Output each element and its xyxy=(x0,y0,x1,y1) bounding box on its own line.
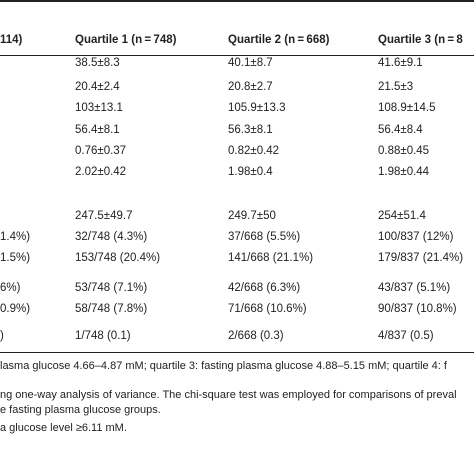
cell: 0.9%) xyxy=(0,303,31,315)
cell: 1.98±0.4 xyxy=(228,166,273,178)
cell: 247.5±49.7 xyxy=(75,210,133,222)
cell: 4/837 (0.5) xyxy=(378,330,434,342)
footnote: lasma glucose 4.66–4.87 mM; quartile 3: … xyxy=(0,360,447,372)
cell: 103±13.1 xyxy=(75,102,123,114)
cell: 105.9±13.3 xyxy=(228,102,286,114)
cell: 53/748 (7.1%) xyxy=(75,282,148,294)
cell: 249.7±50 xyxy=(228,210,276,222)
cell: 1.4%) xyxy=(0,231,31,243)
cell: 179/837 (21.4%) xyxy=(378,252,464,264)
header-cell: 114) xyxy=(0,34,23,46)
cell: 56.4±8.4 xyxy=(378,124,423,136)
cell: 100/837 (12%) xyxy=(378,231,454,243)
cell: 71/668 (10.6%) xyxy=(228,303,307,315)
cell: 20.8±2.7 xyxy=(228,81,273,93)
header-cell: Quartile 3 (n = 8 xyxy=(378,34,463,46)
cell: ) xyxy=(0,330,4,342)
cell: 1.98±0.44 xyxy=(378,166,430,178)
bottom-rule xyxy=(0,352,474,353)
cell: 40.1±8.7 xyxy=(228,57,273,69)
cell: 0.76±0.37 xyxy=(75,145,127,157)
cell: 32/748 (4.3%) xyxy=(75,231,148,243)
cell: 42/668 (6.3%) xyxy=(228,282,301,294)
header-rule xyxy=(0,55,474,56)
cell: 6%) xyxy=(0,282,21,294)
cell: 0.82±0.42 xyxy=(228,145,280,157)
cell: 1.5%) xyxy=(0,252,31,264)
header-cell: Quartile 1 (n = 748) xyxy=(75,34,177,46)
cell: 108.9±14.5 xyxy=(378,102,436,114)
cell: 0.88±0.45 xyxy=(378,145,430,157)
footnote: ng one-way analysis of variance. The chi… xyxy=(0,389,457,401)
cell: 20.4±2.4 xyxy=(75,81,120,93)
footnote: a glucose level ≥6.11 mM. xyxy=(0,422,127,434)
top-rule xyxy=(0,0,474,2)
cell: 43/837 (5.1%) xyxy=(378,282,451,294)
footnote: e fasting plasma glucose groups. xyxy=(0,404,161,416)
cell: 56.4±8.1 xyxy=(75,124,120,136)
cell: 21.5±3 xyxy=(378,81,414,93)
cell: 2.02±0.42 xyxy=(75,166,127,178)
header-cell: Quartile 2 (n = 668) xyxy=(228,34,330,46)
cell: 254±51.4 xyxy=(378,210,426,222)
cell: 58/748 (7.8%) xyxy=(75,303,148,315)
cell: 41.6±9.1 xyxy=(378,57,423,69)
cell: 2/668 (0.3) xyxy=(228,330,284,342)
cell: 38.5±8.3 xyxy=(75,57,120,69)
cell: 1/748 (0.1) xyxy=(75,330,131,342)
cell: 90/837 (10.8%) xyxy=(378,303,457,315)
cell: 141/668 (21.1%) xyxy=(228,252,314,264)
cell: 37/668 (5.5%) xyxy=(228,231,301,243)
cell: 153/748 (20.4%) xyxy=(75,252,161,264)
cell: 56.3±8.1 xyxy=(228,124,273,136)
